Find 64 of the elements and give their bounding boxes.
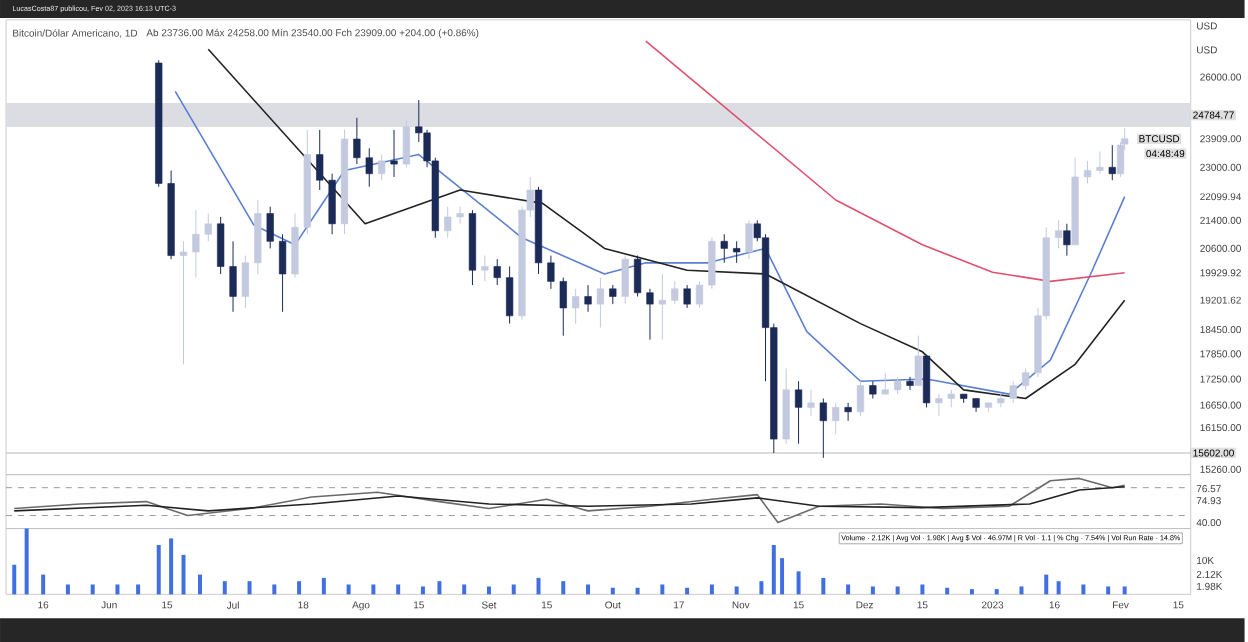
candlestick <box>745 219 753 260</box>
candlestick <box>906 376 914 391</box>
candlestick <box>493 258 501 286</box>
candlestick <box>807 389 815 417</box>
candlestick <box>378 153 386 181</box>
candlestick <box>658 273 666 341</box>
candlestick <box>1108 144 1116 181</box>
candlestick <box>390 129 398 178</box>
candlestick <box>444 206 452 239</box>
line-series <box>645 40 1126 283</box>
candlestick <box>547 254 555 290</box>
candlestick <box>316 129 324 191</box>
candlestick <box>922 355 931 408</box>
line-series <box>207 48 1126 400</box>
candlestick <box>1009 380 1017 404</box>
bar <box>771 544 776 595</box>
candlestick <box>935 393 943 417</box>
candlestick <box>695 280 704 309</box>
candlestick <box>1096 150 1104 175</box>
candlestick <box>1055 219 1063 249</box>
candlestick <box>278 233 287 313</box>
candlestick <box>1022 367 1030 391</box>
candlestick <box>914 335 922 386</box>
candlestick <box>179 240 188 365</box>
candlestick <box>683 284 691 309</box>
candlestick <box>856 380 865 417</box>
candlestick <box>559 277 567 337</box>
candlestick <box>733 240 741 264</box>
candlestick <box>720 233 728 264</box>
candlestick <box>1083 160 1092 184</box>
candlestick <box>328 173 336 235</box>
bar <box>895 586 900 595</box>
candlestick <box>291 212 299 279</box>
bar <box>709 584 714 595</box>
candlestick <box>708 237 716 290</box>
candlestick <box>506 265 514 325</box>
candlestick <box>621 254 629 305</box>
candlestick <box>266 206 274 249</box>
candlestick <box>844 402 852 422</box>
candlestick <box>456 206 464 225</box>
candlestick <box>869 380 877 399</box>
candlestick <box>402 120 411 168</box>
candlestick <box>584 284 592 313</box>
candlestick <box>204 212 212 242</box>
candlestick <box>1063 223 1071 256</box>
candlestick <box>794 380 803 445</box>
candlestick <box>819 397 827 459</box>
candlestick <box>229 240 237 313</box>
candlestick <box>192 209 200 279</box>
candlestick <box>241 254 250 309</box>
candlestick <box>365 147 373 188</box>
candlestick <box>633 254 642 297</box>
candlestick <box>881 372 889 395</box>
candlestick <box>596 277 605 329</box>
candlestick <box>609 284 617 305</box>
candlestick <box>217 216 225 275</box>
candlestick <box>353 117 361 165</box>
candlestick <box>646 288 654 341</box>
candlestick <box>832 402 840 435</box>
candlestick <box>572 288 580 325</box>
bar <box>586 584 591 595</box>
candlestick <box>481 254 489 282</box>
candlestick <box>671 280 679 305</box>
bar <box>24 528 29 595</box>
